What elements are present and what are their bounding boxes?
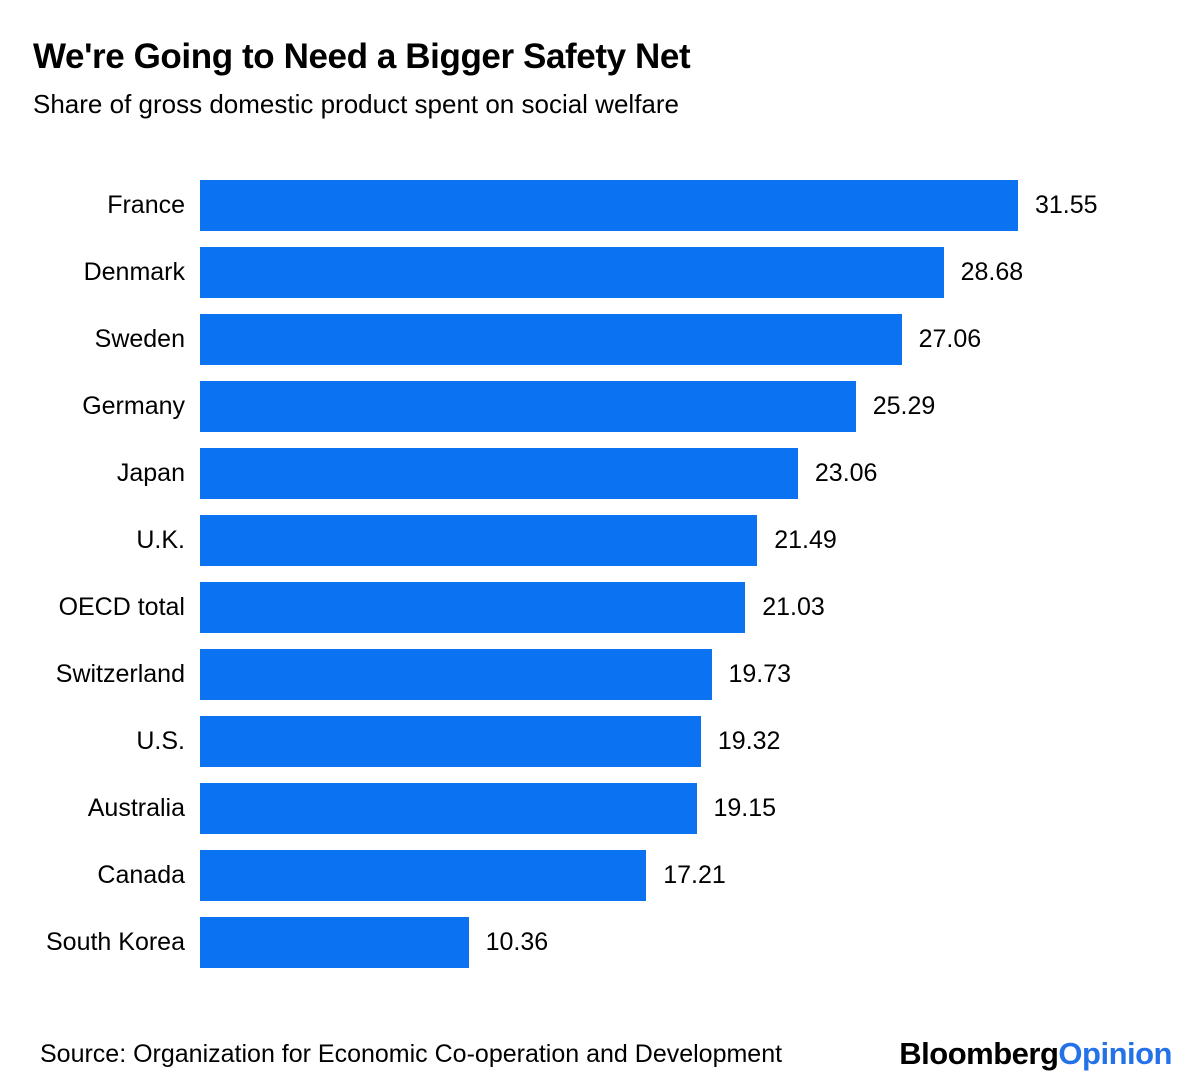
chart-header: We're Going to Need a Bigger Safety Net … [33,37,1167,119]
chart-row: OECD total 21.03 [0,582,1200,633]
value-label: 21.03 [762,593,825,621]
bar [200,247,944,298]
chart-row: Australia 19.15 [0,783,1200,834]
bar [200,515,758,566]
value-label: 19.32 [717,727,781,755]
chart-row: Switzerland 19.73 [0,649,1200,700]
value-label: 10.36 [485,928,549,956]
category-label: Australia [87,794,185,822]
category-label: Canada [97,861,185,889]
chart-row: U.K. 21.49 [0,515,1200,566]
bar [200,850,647,901]
value-label: 17.21 [663,861,726,889]
bar [200,314,902,365]
chart-row: Canada 17.21 [0,850,1200,901]
category-label: OECD total [58,593,185,621]
source-note: Source: Organization for Economic Co-ope… [40,1039,783,1068]
value-label: 21.49 [774,526,837,554]
bar [200,716,701,767]
bar [200,917,469,968]
bar [200,649,712,700]
category-label: Germany [82,392,185,420]
category-label: U.S. [136,727,185,755]
bloomberg-opinion-logo: BloombergOpinion [899,1036,1172,1072]
chart-footer: Source: Organization for Economic Co-ope… [40,1036,1172,1072]
value-label: 23.06 [814,459,878,487]
value-label: 31.55 [1035,191,1098,219]
chart-row: South Korea 10.36 [0,917,1200,968]
chart-title: We're Going to Need a Bigger Safety Net [33,37,691,76]
bar [200,381,856,432]
chart-row: U.S. 19.32 [0,716,1200,767]
category-label: Denmark [83,258,185,286]
category-label: South Korea [46,928,185,956]
value-label: 28.68 [960,258,1024,286]
logo-opinion: Opinion [1058,1036,1172,1071]
chart-row: Denmark 28.68 [0,247,1200,298]
bar [200,448,798,499]
category-label: U.K. [136,526,185,554]
category-label: France [107,191,185,219]
bar [200,783,697,834]
value-label: 19.73 [728,660,792,688]
logo-bloomberg: Bloomberg [899,1036,1059,1071]
chart-row: Sweden 27.06 [0,314,1200,365]
value-label: 25.29 [872,392,936,420]
category-label: Japan [116,459,185,487]
chart-subtitle: Share of gross domestic product spent on… [33,88,680,119]
bar [200,582,746,633]
category-label: Switzerland [55,660,185,688]
chart-row: Japan 23.06 [0,448,1200,499]
bar [200,180,1018,231]
category-label: Sweden [94,325,185,353]
chart-row: Germany 25.29 [0,381,1200,432]
bar-chart: France 31.55 Denmark 28.68 Sweden 27.06 German… [0,180,1200,968]
value-label: 27.06 [918,325,982,353]
chart-row: France 31.55 [0,180,1200,231]
value-label: 19.15 [713,794,777,822]
